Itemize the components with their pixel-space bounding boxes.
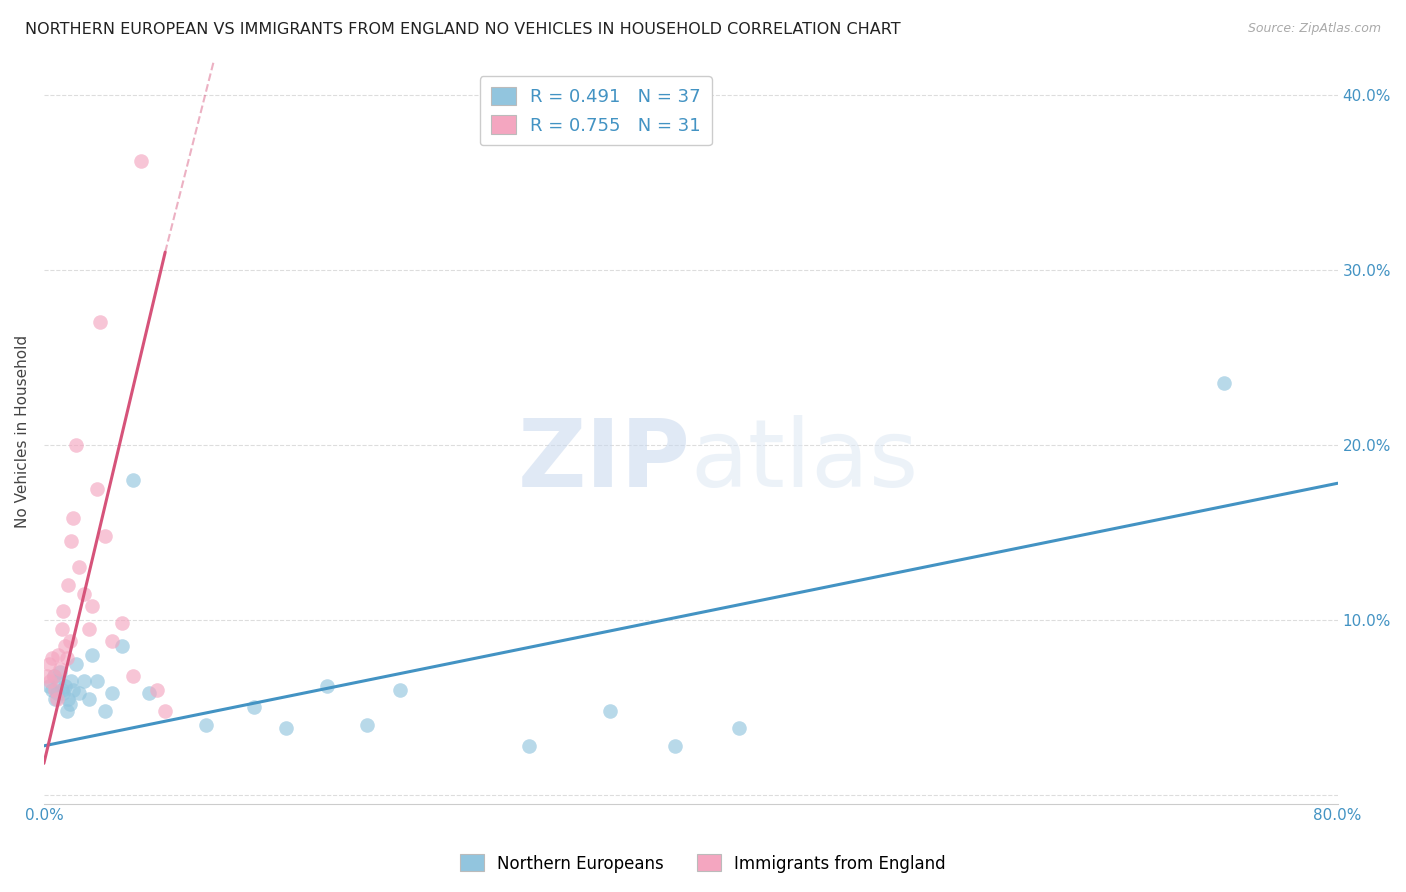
Text: Source: ZipAtlas.com: Source: ZipAtlas.com xyxy=(1247,22,1381,36)
Point xyxy=(65,438,87,452)
Point xyxy=(94,704,117,718)
Point xyxy=(388,682,411,697)
Point xyxy=(60,534,83,549)
Point xyxy=(38,679,60,693)
Point xyxy=(101,686,124,700)
Point xyxy=(243,700,266,714)
Point xyxy=(728,722,751,736)
Point xyxy=(664,739,686,753)
Point xyxy=(42,669,65,683)
Point xyxy=(56,691,79,706)
Point xyxy=(41,682,63,697)
Point xyxy=(51,622,73,636)
Text: ZIP: ZIP xyxy=(517,416,690,508)
Point xyxy=(73,586,96,600)
Point xyxy=(101,633,124,648)
Text: atlas: atlas xyxy=(690,416,920,508)
Point xyxy=(53,639,76,653)
Point xyxy=(59,697,82,711)
Point xyxy=(42,669,65,683)
Point xyxy=(86,482,108,496)
Point xyxy=(77,691,100,706)
Point xyxy=(55,704,77,718)
Point xyxy=(65,657,87,671)
Point xyxy=(94,529,117,543)
Text: NORTHERN EUROPEAN VS IMMIGRANTS FROM ENGLAND NO VEHICLES IN HOUSEHOLD CORRELATIO: NORTHERN EUROPEAN VS IMMIGRANTS FROM ENG… xyxy=(25,22,901,37)
Point xyxy=(41,651,63,665)
Point xyxy=(62,511,84,525)
Point xyxy=(1213,376,1236,391)
Point xyxy=(45,686,67,700)
Point xyxy=(69,686,91,700)
Point xyxy=(73,674,96,689)
Point xyxy=(77,622,100,636)
Point xyxy=(49,662,72,676)
Point xyxy=(82,648,104,662)
Point xyxy=(129,154,152,169)
Point xyxy=(89,315,111,329)
Point xyxy=(56,578,79,592)
Y-axis label: No Vehicles in Household: No Vehicles in Household xyxy=(15,335,30,528)
Point xyxy=(86,674,108,689)
Point xyxy=(45,691,67,706)
Point xyxy=(62,682,84,697)
Point xyxy=(121,473,143,487)
Point xyxy=(153,704,176,718)
Point xyxy=(44,682,66,697)
Point xyxy=(110,639,132,653)
Point xyxy=(55,651,77,665)
Point xyxy=(49,665,72,680)
Point xyxy=(276,722,298,736)
Point xyxy=(110,616,132,631)
Point xyxy=(44,691,66,706)
Point xyxy=(517,739,540,753)
Point xyxy=(599,704,621,718)
Point xyxy=(52,686,75,700)
Point xyxy=(48,674,70,689)
Point xyxy=(53,679,76,693)
Point xyxy=(48,648,70,662)
Point xyxy=(59,633,82,648)
Point xyxy=(146,682,169,697)
Point xyxy=(39,674,62,689)
Point xyxy=(69,560,91,574)
Point xyxy=(356,718,378,732)
Point xyxy=(194,718,217,732)
Point xyxy=(38,657,60,671)
Point xyxy=(51,682,73,697)
Legend: Northern Europeans, Immigrants from England: Northern Europeans, Immigrants from Engl… xyxy=(454,847,952,880)
Point xyxy=(52,604,75,618)
Point xyxy=(138,686,160,700)
Point xyxy=(121,669,143,683)
Point xyxy=(82,599,104,613)
Legend: R = 0.491   N = 37, R = 0.755   N = 31: R = 0.491 N = 37, R = 0.755 N = 31 xyxy=(479,76,711,145)
Point xyxy=(316,679,339,693)
Point xyxy=(37,669,59,683)
Point xyxy=(60,674,83,689)
